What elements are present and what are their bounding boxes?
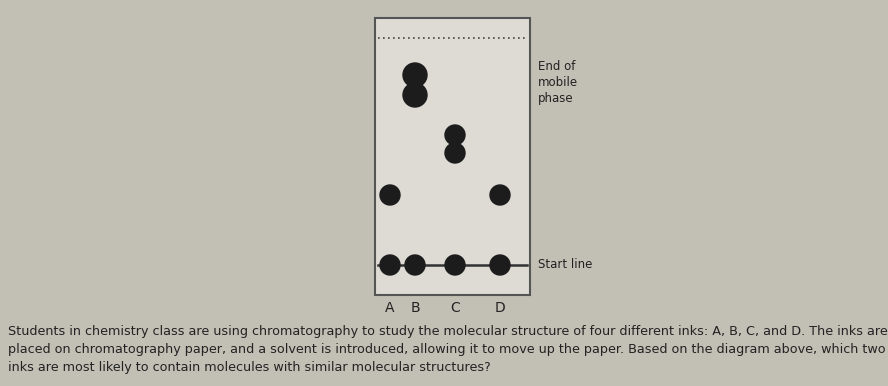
Circle shape bbox=[403, 83, 427, 107]
Text: Students in chemistry class are using chromatography to study the molecular stru: Students in chemistry class are using ch… bbox=[8, 325, 888, 374]
Circle shape bbox=[380, 255, 400, 275]
Circle shape bbox=[445, 143, 465, 163]
Bar bbox=[375, 18, 530, 295]
Text: D: D bbox=[495, 301, 505, 315]
Circle shape bbox=[403, 63, 427, 87]
Circle shape bbox=[445, 125, 465, 145]
Text: End of
mobile
phase: End of mobile phase bbox=[538, 60, 578, 105]
Text: Start line: Start line bbox=[538, 259, 592, 271]
Text: B: B bbox=[410, 301, 420, 315]
Text: C: C bbox=[450, 301, 460, 315]
Circle shape bbox=[405, 255, 425, 275]
Circle shape bbox=[490, 255, 510, 275]
Circle shape bbox=[445, 255, 465, 275]
Text: A: A bbox=[385, 301, 395, 315]
Circle shape bbox=[380, 185, 400, 205]
Circle shape bbox=[490, 185, 510, 205]
